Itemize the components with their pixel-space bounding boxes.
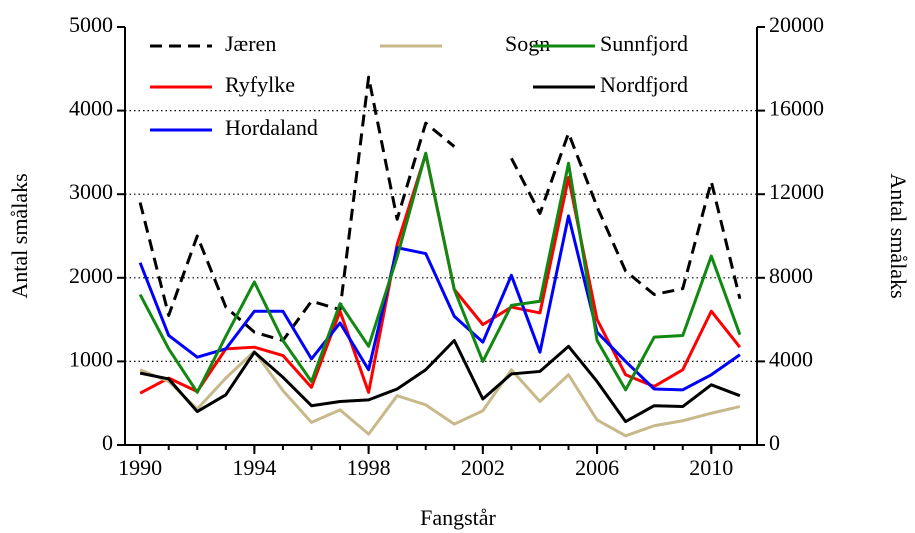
legend-label: Ryfylke <box>225 72 295 97</box>
x-tick-label: 1990 <box>118 455 162 480</box>
y2-tick-label: 4000 <box>769 346 813 371</box>
y-tick-label: 0 <box>102 430 113 455</box>
y2-tick-label: 12000 <box>769 179 824 204</box>
legend-label: Sogn <box>505 31 550 56</box>
y2-tick-label: 0 <box>769 430 780 455</box>
y-tick-label: 4000 <box>69 96 113 121</box>
y-tick-label: 3000 <box>69 179 113 204</box>
legend-label: Jæren <box>225 31 276 56</box>
y2-tick-label: 20000 <box>769 12 824 37</box>
series-line <box>138 151 742 394</box>
x-tick-label: 2010 <box>689 455 733 480</box>
x-tick-label: 1998 <box>347 455 391 480</box>
x-axis-label: Fangstår <box>420 505 496 530</box>
y-tick-label: 5000 <box>69 12 113 37</box>
x-tick-label: 1994 <box>232 455 276 480</box>
y-tick-label: 2000 <box>69 263 113 288</box>
legend-label: Nordfjord <box>600 72 688 97</box>
y2-tick-label: 16000 <box>769 96 824 121</box>
series-line <box>139 349 741 438</box>
legend-label: Sunnfjord <box>600 31 688 56</box>
series-line <box>138 214 741 392</box>
series-line <box>139 339 741 424</box>
series-line <box>139 152 742 395</box>
x-tick-label: 2002 <box>461 455 505 480</box>
x-tick-label: 2006 <box>575 455 619 480</box>
y-axis-label: Antal smålaks <box>7 173 32 298</box>
y2-tick-label: 8000 <box>769 263 813 288</box>
y-tick-label: 1000 <box>69 346 113 371</box>
legend-label: Hordaland <box>225 115 318 140</box>
y2-axis-label: Antal smålaks <box>886 173 911 298</box>
series-line <box>138 75 742 342</box>
